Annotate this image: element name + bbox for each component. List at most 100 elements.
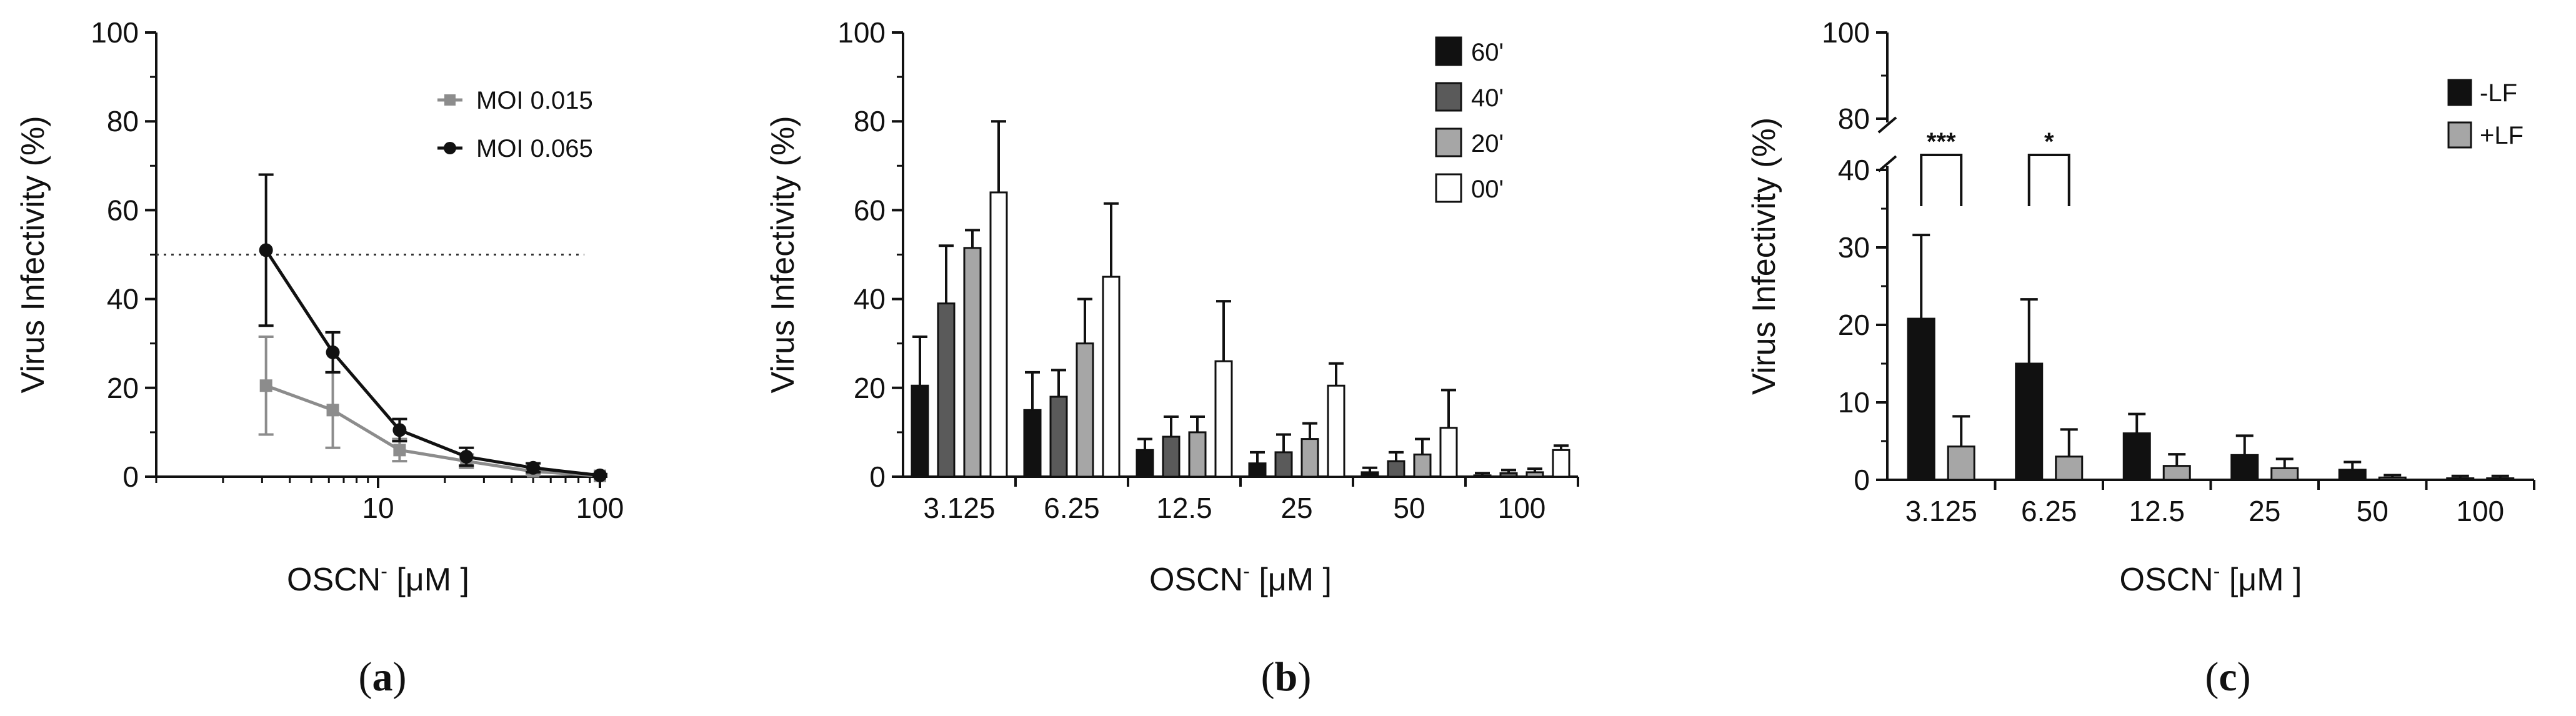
bar [2230,454,2259,481]
x-tick-label: 10 [362,492,394,524]
x-tick-label: 50 [1393,492,1425,524]
bar [2378,476,2407,481]
y-tick-label: 0 [122,460,139,493]
legend-label: +LF [2480,122,2524,149]
bar [1300,438,1319,478]
y-tick-label: 100 [91,16,139,49]
x-tick-label: 6.25 [1044,492,1100,524]
x-tick-label: 100 [576,492,624,524]
significance-bracket [2027,154,2070,206]
y-axis-title: Virus Infectivity (%) [1746,117,1782,395]
bar [1947,445,1975,481]
bar [1439,427,1458,478]
y-tick-label: 10 [1838,386,1870,419]
x-tick-label: 12.5 [2129,495,2185,527]
bar [1473,474,1492,478]
legend-swatch [1435,127,1462,157]
significance-bracket [1920,154,1963,206]
panel-b: 0 20 40 60 80 100 3.125 6.25 12.5 25 50 100 60' 40' 20… [765,16,1579,700]
significance-label: * [2044,128,2054,156]
series-line [264,249,601,477]
x-tick-label: 100 [1498,492,1546,524]
bar [2122,432,2151,481]
x-tick-label: 50 [2357,495,2389,527]
bar [2015,362,2044,481]
bar [1136,449,1154,478]
legend-label: -LF [2480,79,2517,107]
y-tick-label: 100 [837,16,886,49]
bar [1076,342,1094,478]
y-tick-label: 20 [107,372,139,404]
x-axis-title: OSCN- [μM ] [287,560,469,598]
axis-break-mark [1877,116,1897,134]
bar [1102,276,1121,478]
bar [1360,471,1379,478]
y-axis-title: Virus Infectivity (%) [15,116,51,393]
legend-label: 40' [1471,84,1504,112]
series-line [265,384,601,478]
legend-swatch [1435,82,1462,112]
x-tick-label: 100 [2456,495,2504,527]
y-tick-label: 0 [1854,464,1870,496]
legend-swatch [2447,121,2472,149]
y-tick-label: 60 [854,194,886,226]
data-point [259,243,273,257]
x-tick-label: 12.5 [1156,492,1212,524]
x-tick-label: 3.125 [923,492,995,524]
bar [2446,477,2475,481]
x-axis-title: OSCN- [μM ] [1149,560,1332,598]
legend-swatch [1435,173,1462,203]
bar [1248,462,1267,478]
bar [989,191,1008,478]
data-point [259,379,272,392]
bar [1525,471,1544,478]
bar [1188,431,1207,478]
y-tick-label: 80 [1838,102,1870,135]
y-tick-label: 20 [1838,309,1870,341]
legend-label: 20' [1471,130,1504,157]
bar [2055,455,2084,481]
legend-label: MOI 0.015 [476,87,593,114]
bar [1162,435,1181,478]
x-axis-title: OSCN- [μM ] [2120,560,2302,598]
x-tick-label: 25 [1281,492,1312,524]
bar [963,247,982,478]
y-tick-label: 40 [854,283,886,316]
bar [937,302,956,478]
bar [1023,409,1042,478]
data-point [526,460,541,475]
bar [1214,360,1233,478]
x-tick-label: 6.25 [2021,495,2077,527]
panel-a: 0 20 40 60 80 100 10 100 MOI 0.015 MOI 0.065 Virus… [15,16,624,700]
bar [1387,460,1405,478]
bar [2162,465,2191,481]
data-point [392,423,407,437]
data-point [593,468,607,482]
y-tick-label: 0 [869,460,886,493]
legend-label: MOI 0.065 [476,135,593,162]
legend-swatch [1435,36,1462,66]
y-tick-label: 20 [854,372,886,404]
x-tick-label: 25 [2249,495,2280,527]
bar [911,384,929,478]
data-point [326,404,339,417]
bar [2338,469,2367,481]
bar [1552,449,1570,478]
bar [1274,451,1293,478]
y-tick-label: 80 [107,105,139,137]
panel-caption: (b) [1261,654,1312,700]
bar [1049,395,1068,478]
panel-caption: (c) [2205,654,2250,700]
bar [1327,384,1345,478]
y-tick-label: 40 [1838,154,1870,186]
legend-swatch [2447,79,2472,106]
legend-label: 60' [1471,39,1504,66]
significance-label: *** [1927,128,1956,156]
legend-marker [444,142,456,154]
y-tick-label: 80 [854,105,886,137]
y-tick-label: 30 [1838,231,1870,264]
legend-marker [444,94,456,106]
panel-caption: (a) [359,654,407,700]
bar [1907,317,1935,481]
